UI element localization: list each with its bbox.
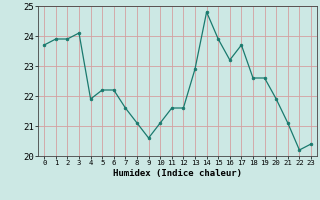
X-axis label: Humidex (Indice chaleur): Humidex (Indice chaleur) <box>113 169 242 178</box>
